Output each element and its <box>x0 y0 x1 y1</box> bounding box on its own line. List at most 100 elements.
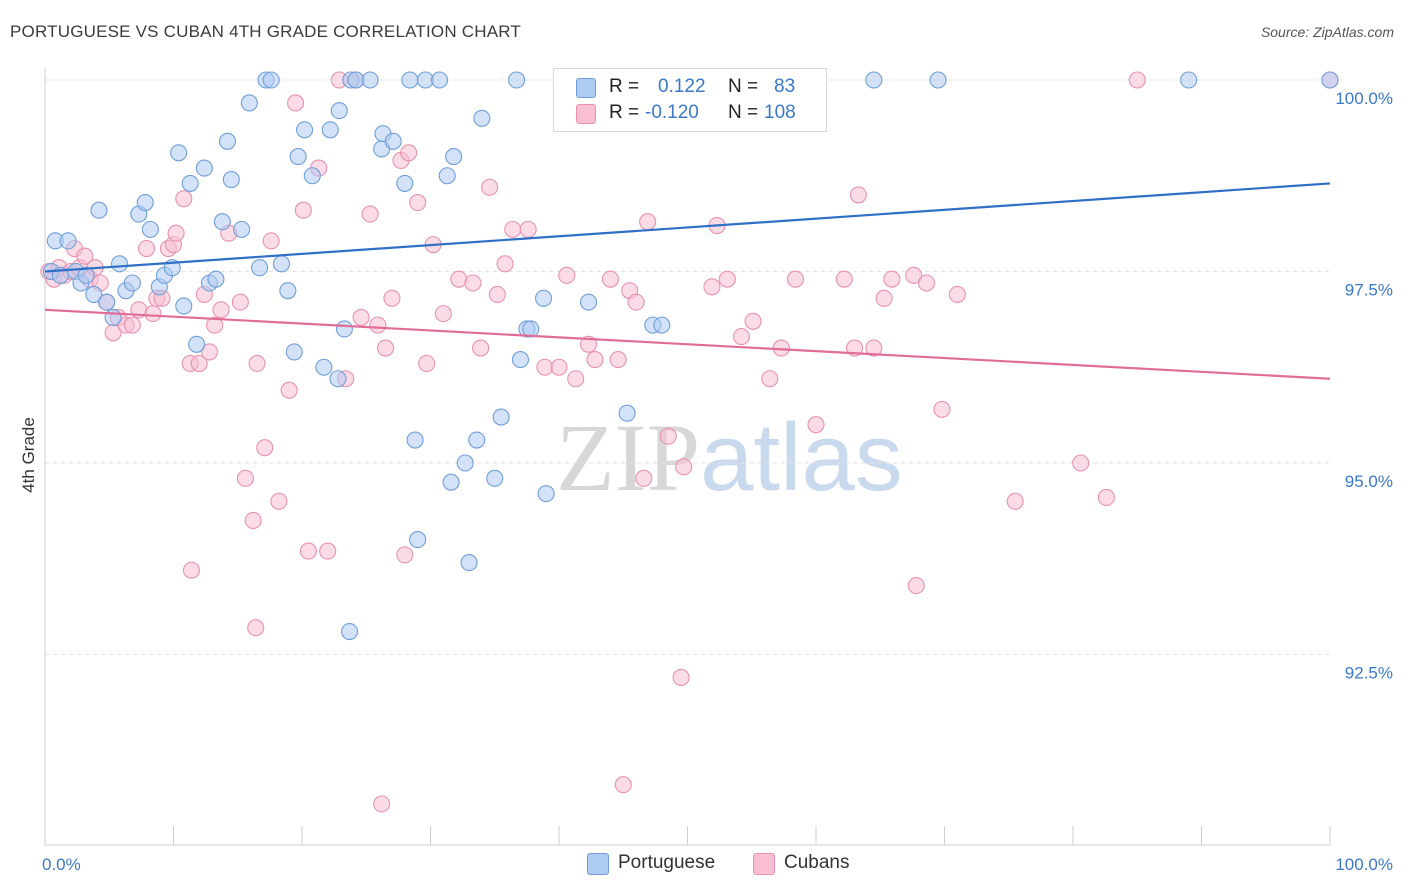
cubans-point <box>236 469 255 487</box>
portuguese-swatch <box>587 853 609 875</box>
cubans-point <box>244 511 262 530</box>
cubans-point <box>206 316 224 334</box>
chart-title: PORTUGUESE VS CUBAN 4TH GRADE CORRELATIO… <box>10 22 521 41</box>
portuguese-point <box>188 335 206 353</box>
cubans-point <box>123 316 141 334</box>
cubans-point <box>586 351 604 369</box>
portuguese-point <box>321 121 339 139</box>
cubans-point <box>488 285 506 304</box>
portuguese-point <box>456 454 474 472</box>
cubans-point <box>519 220 537 238</box>
portuguese-point <box>653 316 671 334</box>
n-value: 83 <box>774 76 796 97</box>
cubans-point <box>376 339 395 357</box>
portuguese-point <box>406 431 424 449</box>
cubans-point <box>567 370 585 388</box>
cubans-swatch <box>576 104 596 124</box>
portuguese-point <box>473 109 491 127</box>
cubans-point <box>256 439 274 457</box>
portuguese-point <box>123 274 141 292</box>
cubans-point <box>481 178 499 196</box>
portuguese-point <box>195 159 213 177</box>
cubans-point <box>175 190 193 208</box>
portuguese-point <box>77 266 95 284</box>
cubans-point <box>849 186 867 204</box>
cubans-point <box>1128 71 1146 89</box>
cubans-point <box>703 278 721 296</box>
portuguese-point <box>136 194 154 212</box>
portuguese-point <box>218 132 237 150</box>
portuguese-point <box>272 255 290 273</box>
portuguese-point <box>233 220 251 238</box>
portuguese-point <box>384 132 402 150</box>
cubans-point <box>248 354 266 372</box>
cubans-point <box>905 266 923 284</box>
cubans-point <box>744 312 762 330</box>
cubans-point <box>639 213 657 231</box>
portuguese-point <box>580 293 598 311</box>
cubans-point <box>614 776 632 794</box>
portuguese-point <box>361 71 379 89</box>
cubans-point <box>659 427 677 445</box>
portuguese-point <box>329 370 347 388</box>
cubans-point <box>917 274 936 292</box>
portuguese-point <box>90 201 108 219</box>
cubans-point <box>287 94 305 112</box>
cubans-point <box>361 205 379 223</box>
y-tick-label: 97.5% <box>1345 281 1393 300</box>
portuguese-point <box>460 554 478 572</box>
portuguese-point <box>508 71 526 89</box>
portuguese-point <box>98 293 116 311</box>
portuguese-point <box>330 102 348 120</box>
cubans-point <box>450 270 468 288</box>
cubans-point <box>1072 454 1090 472</box>
portuguese-point <box>492 408 510 426</box>
portuguese-point <box>110 255 129 273</box>
portuguese-point <box>279 282 297 300</box>
portuguese-point <box>430 71 449 89</box>
portuguese-point <box>340 622 359 641</box>
portuguese-point <box>207 270 225 288</box>
cubans-point <box>627 293 645 311</box>
portuguese-point <box>141 220 159 238</box>
portuguese-trend-line <box>44 182 1331 273</box>
r-label: R = <box>609 76 640 97</box>
cubans-point <box>907 577 925 595</box>
cubans-swatch <box>753 853 775 875</box>
portuguese-point <box>85 285 103 304</box>
cubans-point <box>409 194 427 212</box>
portuguese-point <box>438 167 456 185</box>
cubans-point <box>396 546 414 564</box>
cubans-point <box>761 370 779 388</box>
cubans-point <box>270 492 288 510</box>
cubans-trend-line <box>44 308 1331 380</box>
cubans-point <box>1006 492 1024 510</box>
cubans-point <box>369 316 387 334</box>
cubans-point <box>472 339 490 357</box>
portuguese-point <box>511 351 530 369</box>
cubans-point <box>835 270 853 288</box>
portuguese-point <box>213 213 231 231</box>
portuguese-point <box>409 531 427 549</box>
cubans-point <box>732 328 751 346</box>
cubans-point <box>718 270 736 288</box>
x-tick-label: 0.0% <box>42 855 81 874</box>
cubans-point <box>200 343 219 361</box>
cubans-points <box>40 71 1339 813</box>
portuguese-point <box>240 94 258 112</box>
n-label: N = <box>728 76 759 97</box>
cubans-point <box>383 289 401 307</box>
axes <box>44 68 1331 846</box>
portuguese-point <box>315 358 333 376</box>
cubans-point <box>601 270 619 288</box>
portuguese-point <box>262 71 280 89</box>
cubans-point <box>352 308 370 327</box>
cubans-point <box>144 305 162 323</box>
r-value: -0.120 <box>645 102 699 123</box>
y-axis-label: 4th Grade <box>19 417 38 493</box>
portuguese-point <box>468 431 486 449</box>
legend-label-cubans: Cubans <box>784 852 850 873</box>
cubans-point <box>464 274 482 292</box>
cubans-point <box>231 293 249 311</box>
